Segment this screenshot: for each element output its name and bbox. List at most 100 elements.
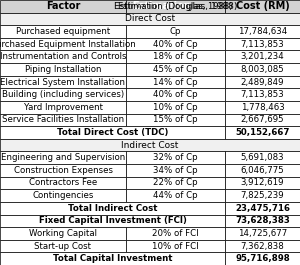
Text: Purchased Equipment Installation: Purchased Equipment Installation — [0, 40, 135, 49]
Text: Electrical System Installation: Electrical System Installation — [1, 78, 125, 87]
Bar — [225, 151, 300, 164]
Bar — [126, 240, 225, 252]
Text: Direct Cost: Direct Cost — [125, 14, 175, 23]
Bar — [0, 215, 225, 227]
Bar — [225, 63, 300, 76]
Bar — [0, 189, 126, 202]
Bar — [225, 126, 300, 139]
Bar — [126, 50, 225, 63]
Bar — [126, 63, 225, 76]
Text: 40% of Cp: 40% of Cp — [153, 40, 198, 49]
Text: Instrumentation and Controls: Instrumentation and Controls — [0, 52, 126, 61]
Bar — [225, 164, 300, 177]
Bar — [126, 88, 225, 101]
Bar — [0, 240, 126, 252]
Bar — [0, 227, 126, 240]
Text: Cost (RM): Cost (RM) — [236, 1, 290, 11]
Text: Estimation (Douglas, 1988): Estimation (Douglas, 1988) — [118, 2, 233, 11]
Text: Service Facilities Installation: Service Facilities Installation — [2, 115, 124, 124]
Text: 6,046,775: 6,046,775 — [241, 166, 284, 175]
Text: Contractors Fee: Contractors Fee — [29, 178, 97, 187]
Text: Total Direct Cost (TDC): Total Direct Cost (TDC) — [57, 128, 168, 137]
Bar — [225, 240, 300, 252]
Text: 7,113,853: 7,113,853 — [241, 40, 284, 49]
Bar — [126, 38, 225, 50]
Text: 1,778,463: 1,778,463 — [241, 103, 284, 112]
Text: 32% of Cp: 32% of Cp — [153, 153, 198, 162]
Bar — [0, 0, 126, 13]
Text: 7,825,239: 7,825,239 — [241, 191, 284, 200]
Bar — [126, 0, 225, 13]
Bar — [0, 76, 126, 88]
Text: 5,691,083: 5,691,083 — [241, 153, 284, 162]
Bar — [0, 177, 126, 189]
Bar — [126, 164, 225, 177]
Bar — [126, 189, 225, 202]
Text: 50,152,667: 50,152,667 — [235, 128, 290, 137]
Text: 7,113,853: 7,113,853 — [241, 90, 284, 99]
Bar — [225, 101, 300, 114]
Bar — [0, 63, 126, 76]
Text: 8,003,085: 8,003,085 — [241, 65, 284, 74]
Text: Estimation (Douglas, 1988): Estimation (Douglas, 1988) — [114, 2, 237, 11]
Bar — [0, 88, 126, 101]
Text: 22% of Cp: 22% of Cp — [153, 178, 198, 187]
Text: Construction Expenses: Construction Expenses — [14, 166, 112, 175]
Bar — [126, 76, 225, 88]
Text: 10% of FCI: 10% of FCI — [152, 242, 199, 251]
Text: 44% of Cp: 44% of Cp — [153, 191, 198, 200]
Bar — [0, 252, 225, 265]
Text: 73,628,383: 73,628,383 — [235, 216, 290, 225]
Bar — [225, 252, 300, 265]
Bar — [0, 114, 126, 126]
Text: 95,716,898: 95,716,898 — [235, 254, 290, 263]
Text: 17,784,634: 17,784,634 — [238, 27, 287, 36]
Text: 14% of Cp: 14% of Cp — [153, 78, 198, 87]
Bar — [0, 25, 126, 38]
Text: Total Capital Investment: Total Capital Investment — [53, 254, 172, 263]
Text: 40% of Cp: 40% of Cp — [153, 90, 198, 99]
Bar — [225, 50, 300, 63]
Text: Working Capital: Working Capital — [29, 229, 97, 238]
Text: Total Indirect Cost: Total Indirect Cost — [68, 204, 157, 213]
Bar — [225, 0, 300, 13]
Bar — [225, 88, 300, 101]
Text: Fixed Capital Investment (FCI): Fixed Capital Investment (FCI) — [39, 216, 186, 225]
Bar — [0, 50, 126, 63]
Text: 14,725,677: 14,725,677 — [238, 229, 287, 238]
Bar — [0, 101, 126, 114]
Text: Engineering and Supervision: Engineering and Supervision — [1, 153, 125, 162]
Bar — [126, 114, 225, 126]
Bar — [225, 177, 300, 189]
Text: 7,362,838: 7,362,838 — [241, 242, 284, 251]
Text: Cp: Cp — [170, 27, 181, 36]
Text: 2,667,695: 2,667,695 — [241, 115, 284, 124]
Bar — [225, 38, 300, 50]
Text: Piping Installation: Piping Installation — [25, 65, 101, 74]
Text: 3,201,234: 3,201,234 — [241, 52, 284, 61]
Bar — [225, 227, 300, 240]
Text: Start-up Cost: Start-up Cost — [34, 242, 92, 251]
Bar — [0, 13, 300, 25]
Bar — [0, 164, 126, 177]
Bar — [126, 151, 225, 164]
Text: Factor: Factor — [46, 1, 80, 11]
Text: 3,912,619: 3,912,619 — [241, 178, 284, 187]
Text: Indirect Cost: Indirect Cost — [121, 141, 179, 150]
Text: 20% of FCI: 20% of FCI — [152, 229, 199, 238]
Bar — [225, 202, 300, 215]
Bar — [225, 215, 300, 227]
Text: Purchased equipment: Purchased equipment — [16, 27, 110, 36]
Bar — [126, 227, 225, 240]
Bar — [0, 38, 126, 50]
Text: 18% of Cp: 18% of Cp — [153, 52, 198, 61]
Bar — [225, 25, 300, 38]
Text: 15% of Cp: 15% of Cp — [153, 115, 198, 124]
Bar — [225, 189, 300, 202]
Bar — [0, 202, 225, 215]
Text: Building (including services): Building (including services) — [2, 90, 124, 99]
Bar — [126, 25, 225, 38]
Text: 34% of Cp: 34% of Cp — [153, 166, 198, 175]
Text: 45% of Cp: 45% of Cp — [153, 65, 198, 74]
Text: Estimation: Estimation — [133, 1, 191, 11]
